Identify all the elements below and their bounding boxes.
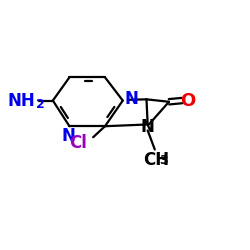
Text: N: N xyxy=(141,118,154,136)
Text: CH: CH xyxy=(143,151,169,169)
Text: N: N xyxy=(61,128,75,146)
Text: NH: NH xyxy=(7,92,35,110)
Text: O: O xyxy=(180,92,195,110)
Text: Cl: Cl xyxy=(69,134,87,152)
Text: 3: 3 xyxy=(160,154,168,167)
Text: N: N xyxy=(125,90,138,108)
Text: 2: 2 xyxy=(36,98,44,111)
